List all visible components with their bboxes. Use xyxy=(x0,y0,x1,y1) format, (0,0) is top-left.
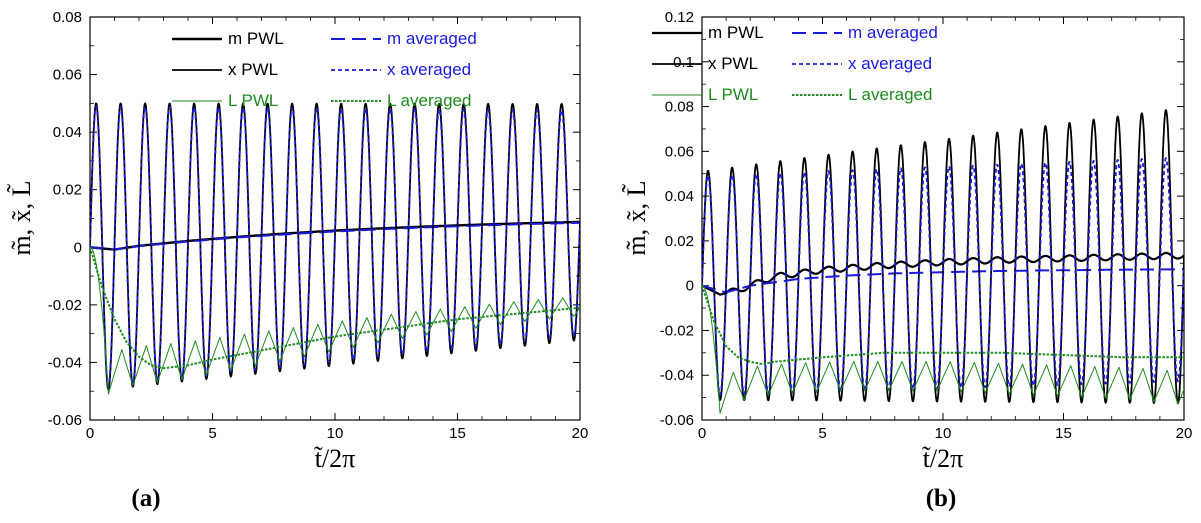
chart-panel-a: 0 5 10 15 20 -0.06 -0.04 -0.02 0 0.02 0.04 0.06 0.08… xyxy=(7,9,588,512)
y-tick-label: 0.04 xyxy=(665,188,694,205)
x-tick-label: 5 xyxy=(818,425,826,442)
legend-label: m PWL xyxy=(228,29,284,48)
x-axis-title: t̃/2π xyxy=(922,444,963,473)
y-tick-label: 0.12 xyxy=(665,9,694,26)
y-tick-label: -0.04 xyxy=(660,367,694,384)
y-tick-label: 0.08 xyxy=(665,99,694,116)
legend-label: L PWL xyxy=(708,85,758,104)
y-axis-title: m̃, x̃, L̃ xyxy=(622,180,651,255)
y-tick-label: 0.08 xyxy=(53,9,82,26)
legend-label: m averaged xyxy=(387,29,477,48)
y-tick-label: -0.06 xyxy=(660,412,694,429)
legend-label: m PWL xyxy=(708,23,764,42)
series-group xyxy=(90,102,580,395)
y-tick-label: -0.02 xyxy=(48,297,82,314)
x-tick-label: 5 xyxy=(208,425,216,442)
legend-label: L averaged xyxy=(387,91,471,110)
series-group xyxy=(702,109,1184,414)
y-tick-label: 0.06 xyxy=(53,67,82,84)
legend-label: L PWL xyxy=(228,91,278,110)
chart-panel-b: 0 5 10 15 20 -0.06 -0.04 -0.02 0 0.02 0.04 0.06 0.08… xyxy=(622,9,1192,512)
y-tick-label: 0.06 xyxy=(665,143,694,160)
y-tick-label: -0.02 xyxy=(660,322,694,339)
y-tick-label: 0.04 xyxy=(53,124,82,141)
x-axis-title: t̃/2π xyxy=(314,444,355,473)
x-tick-label: 15 xyxy=(449,425,466,442)
y-tick-label: -0.04 xyxy=(48,354,82,371)
panel-label: (b) xyxy=(926,485,957,512)
series-line-l-averaged xyxy=(702,285,1184,365)
y-tick-label: 0 xyxy=(686,278,694,295)
x-tick-label: 20 xyxy=(572,425,589,442)
y-tick-label: 0.02 xyxy=(665,233,694,250)
series-line-l-pwl xyxy=(90,246,580,395)
y-tick-label: 0.02 xyxy=(53,182,82,199)
panel-label: (a) xyxy=(131,485,160,512)
series-line-l-averaged xyxy=(90,247,580,370)
x-tick-label: 10 xyxy=(935,425,952,442)
legend-label: x PWL xyxy=(228,60,278,79)
y-axis-title: m̃, x̃, L̃ xyxy=(7,180,36,255)
legend-label: x averaged xyxy=(848,54,932,73)
x-tick-label: 20 xyxy=(1176,425,1193,442)
series-line-x-averaged xyxy=(702,157,1184,396)
x-tick-label: 0 xyxy=(86,425,94,442)
x-tick-label: 15 xyxy=(1055,425,1072,442)
x-tick-label: 10 xyxy=(327,425,344,442)
legend-label: x averaged xyxy=(387,60,471,79)
legend-label: L averaged xyxy=(848,85,932,104)
x-tick-label: 0 xyxy=(698,425,706,442)
legend-label: x PWL xyxy=(708,54,758,73)
series-line-l-pwl xyxy=(702,285,1184,414)
series-line-m-averaged xyxy=(90,221,580,251)
legend-label: m averaged xyxy=(848,23,938,42)
plot-frame xyxy=(701,16,1185,421)
y-tick-label: -0.06 xyxy=(48,412,82,429)
y-tick-label: 0 xyxy=(74,239,82,256)
series-line-x-averaged xyxy=(90,105,580,388)
y-tick-label: 0.1 xyxy=(673,54,694,71)
